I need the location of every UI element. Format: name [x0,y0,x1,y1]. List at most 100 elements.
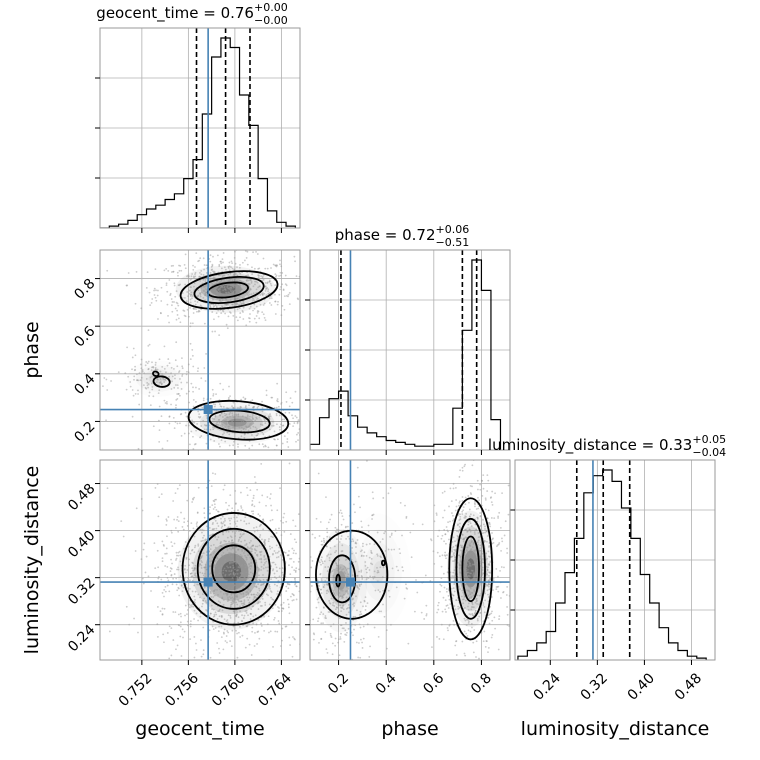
scatter-point [150,301,153,304]
scatter-point [197,289,200,292]
scatter-point [331,642,334,645]
scatter-point [258,536,261,538]
scatter-point [252,292,255,295]
scatter-point [177,613,180,616]
scatter-point [446,604,449,607]
scatter-point [247,573,250,576]
scatter-point [210,236,212,238]
scatter-point [188,289,191,292]
scatter-point [222,572,225,574]
scatter-point [244,610,247,613]
scatter-point [267,540,270,543]
scatter-point [252,622,254,625]
scatter-point [476,541,479,544]
scatter-point [184,604,187,607]
scatter-point [474,609,477,612]
scatter-point [209,572,212,575]
scatter-point [364,605,367,608]
scatter-point [231,629,234,632]
scatter-point [273,583,276,586]
scatter-point [249,571,252,574]
scatter-point [381,576,384,579]
scatter-point [233,584,236,587]
scatter-point [279,554,282,557]
scatter-point [247,274,249,277]
scatter-point [212,428,215,431]
scatter-point [203,572,206,575]
scatter-point [442,516,444,519]
scatter-point [220,285,223,288]
scatter-point [192,312,195,314]
scatter-point [497,517,499,519]
scatter-point [176,422,179,425]
scatter-point [170,372,172,375]
scatter-point [243,422,246,425]
scatter-point [244,576,246,579]
scatter-point [179,422,181,425]
scatter-point [176,487,179,490]
x-tick-label: 0.40 [625,670,658,703]
scatter-point [453,590,456,593]
scatter-point [203,534,205,537]
scatter-point [420,611,423,614]
scatter-point [490,636,493,639]
scatter-point [223,421,226,424]
scatter-point [258,285,261,288]
scatter-point [325,648,328,651]
scatter-point [539,604,541,606]
scatter-point [262,304,265,306]
scatter-point [341,575,344,578]
scatter-point [232,277,234,280]
scatter-point [219,590,222,593]
scatter-point [229,617,232,619]
scatter-point [326,535,329,538]
scatter-point [352,540,355,543]
scatter-point [239,605,241,608]
scatter-point [480,593,483,595]
scatter-point [165,284,168,287]
scatter-point [338,638,340,641]
scatter-point [445,542,447,545]
scatter-point [478,594,481,597]
scatter-point [258,514,261,517]
scatter-point [235,601,238,604]
scatter-point [280,610,283,612]
scatter-point [439,590,441,593]
scatter-point [133,617,135,620]
scatter-point [467,605,469,608]
scatter-point [464,529,466,531]
scatter-point [365,543,368,546]
scatter-point [321,536,323,538]
scatter-point [506,624,509,626]
scatter-point [455,613,457,616]
scatter-point [181,665,183,667]
scatter-point [471,557,474,560]
scatter-point [487,579,490,582]
scatter-point [231,530,234,533]
scatter-point [202,529,205,532]
scatter-point [221,609,224,612]
scatter-point [219,405,222,408]
scatter-point [471,603,474,606]
scatter-point [230,290,233,293]
scatter-point [482,518,484,521]
scatter-point [181,590,184,593]
scatter-point [221,425,224,428]
scatter-point [215,498,217,501]
scatter-point [297,439,299,442]
scatter-point [154,361,157,364]
scatter-point [468,564,471,567]
scatter-point [281,283,284,286]
scatter-point [339,509,342,512]
scatter-point [192,405,195,408]
scatter-point [192,527,195,530]
scatter-point [393,548,396,551]
scatter-point [186,609,189,611]
scatter-point [344,567,347,569]
scatter-point [354,624,357,627]
scatter-point [459,559,462,562]
scatter-point [233,256,236,259]
scatter-point [230,286,233,289]
scatter-point [215,312,218,315]
scatter-point [261,494,264,497]
